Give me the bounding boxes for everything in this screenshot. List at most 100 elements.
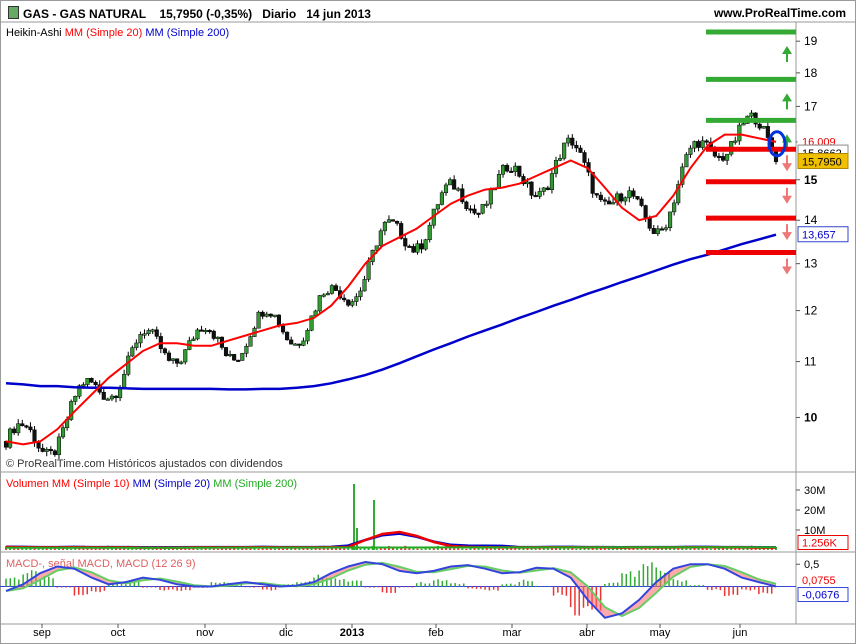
header-bar: GAS - GAS NATURAL 15,7950 (-0,35%) Diari… bbox=[8, 6, 371, 21]
x-tick-label: jun bbox=[732, 627, 748, 639]
candle-body bbox=[733, 140, 738, 143]
volume-tick-label: 30M bbox=[804, 485, 825, 497]
candle-body bbox=[578, 147, 583, 153]
candle-body bbox=[427, 224, 432, 241]
up-arrow-icon bbox=[782, 93, 792, 110]
candle-body bbox=[309, 315, 314, 331]
price-legend-type: Heikin-Ashi bbox=[6, 27, 62, 39]
legend-vol-ma10: Volumen MM (Simple 10) bbox=[6, 478, 130, 490]
price-tick-label: 11 bbox=[804, 355, 817, 369]
down-arrow-icon bbox=[782, 187, 792, 204]
candle-body bbox=[203, 330, 208, 333]
candle-body bbox=[566, 137, 571, 144]
candle-body bbox=[195, 329, 200, 340]
volume-ma20-line bbox=[5, 532, 776, 549]
candle-body bbox=[207, 330, 212, 333]
candle-body bbox=[56, 436, 62, 455]
candle-body bbox=[301, 340, 306, 346]
down-arrow-icon bbox=[782, 224, 792, 241]
candle-body bbox=[761, 126, 766, 129]
last-price-badge: 15,7950 bbox=[802, 156, 842, 168]
candle-body bbox=[16, 423, 21, 434]
candle-body bbox=[264, 313, 269, 317]
candle-body bbox=[122, 374, 127, 389]
candle-body bbox=[240, 353, 245, 361]
candle-body bbox=[676, 184, 681, 204]
candle-body bbox=[517, 165, 522, 177]
candle-body bbox=[631, 190, 636, 197]
candle-body bbox=[325, 293, 330, 296]
candle-body bbox=[460, 188, 465, 203]
macd-signal-line bbox=[5, 561, 777, 618]
candle-body bbox=[89, 378, 94, 383]
candle-body bbox=[138, 334, 143, 344]
candle-body bbox=[582, 152, 587, 163]
candle-body bbox=[329, 285, 334, 294]
candle-body bbox=[358, 290, 363, 297]
price-tick-label: 13 bbox=[804, 257, 818, 271]
candle-body bbox=[439, 192, 444, 205]
candle-body bbox=[741, 123, 746, 126]
candle-body bbox=[69, 401, 74, 420]
legend-ma20: MM (Simple 20) bbox=[64, 27, 143, 39]
candle-body bbox=[403, 238, 408, 247]
candle-body bbox=[256, 311, 261, 329]
candle-body bbox=[639, 198, 644, 206]
candle-body bbox=[619, 193, 624, 202]
candle-body bbox=[24, 425, 29, 428]
candle-body bbox=[105, 398, 110, 401]
candle-body bbox=[737, 124, 742, 142]
volume-legend: Volumen MM (Simple 10) MM (Simple 20) MM… bbox=[6, 478, 297, 490]
candle-body bbox=[663, 227, 669, 230]
candle-body bbox=[484, 203, 489, 206]
candle-body bbox=[468, 208, 473, 211]
candle-body bbox=[411, 246, 416, 253]
candle-body bbox=[480, 204, 485, 214]
candle-body bbox=[537, 191, 542, 197]
candle-body bbox=[354, 296, 359, 302]
macd-last-value: 0,0755 bbox=[802, 575, 836, 587]
candle-body bbox=[606, 200, 612, 205]
candle-body bbox=[142, 333, 147, 336]
candle-body bbox=[610, 202, 616, 205]
candle-body bbox=[321, 294, 326, 297]
candle-body bbox=[602, 199, 607, 202]
candle-body bbox=[333, 285, 339, 291]
candle-body bbox=[668, 211, 673, 228]
candle-body bbox=[276, 314, 282, 327]
candle-body bbox=[570, 137, 575, 146]
signal-last-box bbox=[797, 587, 849, 603]
candle-body bbox=[346, 299, 351, 306]
candle-body bbox=[362, 279, 367, 292]
candle-body bbox=[623, 197, 628, 202]
candle-body bbox=[509, 170, 514, 173]
candle-body bbox=[215, 336, 220, 339]
candle-body bbox=[73, 395, 78, 402]
candle-body bbox=[12, 428, 17, 434]
ma200-last: 13,657 bbox=[802, 230, 836, 242]
candle-body bbox=[130, 347, 135, 357]
candle-body bbox=[93, 382, 98, 386]
candle-body bbox=[113, 395, 119, 398]
candle-body bbox=[390, 219, 396, 222]
candle-body bbox=[594, 193, 599, 196]
site-url[interactable]: www.ProRealTime.com bbox=[713, 6, 846, 20]
candle-body bbox=[399, 223, 404, 239]
x-tick-label: 2013 bbox=[340, 627, 364, 639]
candle-body bbox=[228, 354, 233, 357]
candle-body bbox=[236, 359, 241, 362]
candle-body bbox=[700, 140, 705, 148]
x-tick-label: mar bbox=[503, 627, 522, 639]
candle-body bbox=[32, 429, 37, 443]
candle-body bbox=[183, 349, 188, 363]
candle-body bbox=[488, 188, 493, 205]
volume-tick-label: 10M bbox=[804, 525, 825, 537]
candle-body bbox=[36, 441, 41, 449]
candle-body bbox=[415, 243, 420, 253]
candle-body bbox=[366, 261, 371, 280]
volume-ma200-line bbox=[5, 546, 777, 549]
volume-last-value: 1.256K bbox=[802, 537, 838, 549]
candle-body bbox=[244, 346, 249, 354]
x-tick-label: sep bbox=[33, 627, 51, 639]
